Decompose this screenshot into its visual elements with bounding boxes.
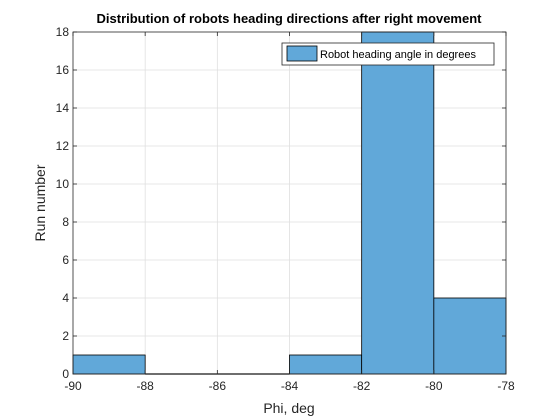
histogram-bar [72,354,146,375]
y-tick-label: 12 [56,139,70,153]
x-tick-label: -80 [425,379,443,393]
y-axis-ticks: 0 2 4 6 8 10 12 14 16 18 [56,25,506,381]
y-tick-label: 8 [62,215,69,229]
legend: Robot heading angle in degrees [281,42,495,66]
histogram-bar [361,31,435,375]
y-tick-label: 6 [62,253,69,267]
legend-label: Robot heading angle in degrees [320,49,476,61]
x-tick-label: -90 [64,379,82,393]
y-tick-label: 18 [56,25,70,39]
x-axis-label: Phi, deg [263,400,314,416]
x-tick-label: -86 [209,379,227,393]
y-tick-label: 10 [56,177,70,191]
y-tick-label: 0 [62,367,69,381]
chart-title: Distribution of robots heading direction… [97,11,483,26]
y-tick-label: 4 [62,291,69,305]
histogram-bars [72,31,507,375]
x-tick-label: -84 [281,379,299,393]
y-axis-label: Run number [32,164,48,241]
legend-swatch [286,45,318,62]
histogram-bar [433,297,507,375]
y-tick-label: 2 [62,329,69,343]
y-tick-label: 16 [56,63,70,77]
x-tick-label: -82 [353,379,371,393]
legend-box [281,42,495,66]
x-tick-label: -78 [497,379,515,393]
x-axis-ticks: -90 -88 -86 -84 -82 -80 -78 [64,32,515,393]
y-tick-label: 14 [56,101,70,115]
x-tick-label: -88 [136,379,154,393]
histogram-bar [289,354,363,375]
